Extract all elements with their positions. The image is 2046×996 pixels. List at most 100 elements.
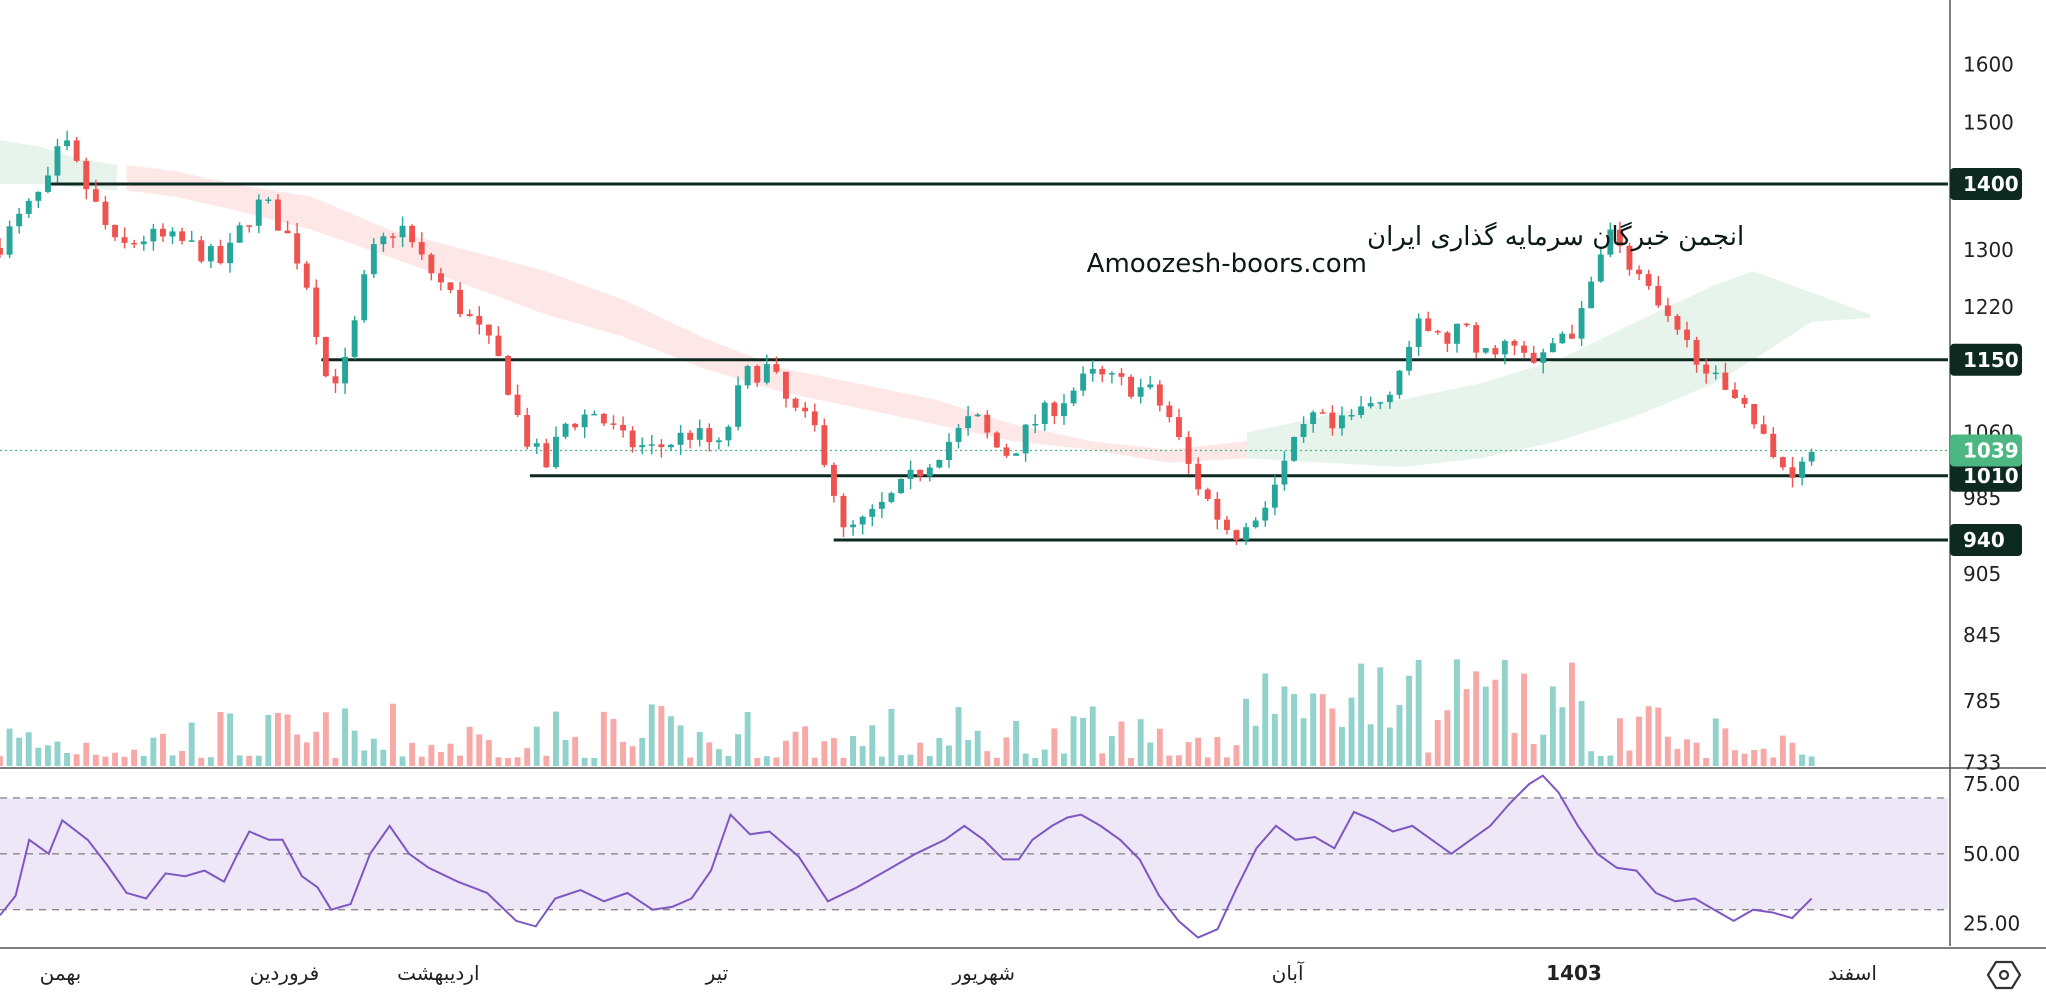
candle-body <box>955 428 962 442</box>
volume-bar <box>1070 716 1077 766</box>
candle-body <box>610 423 617 425</box>
candle-body <box>284 230 291 234</box>
rsi-tick-label: 25.00 <box>1963 912 2020 936</box>
volume-bar <box>1415 659 1422 766</box>
candle-body <box>102 201 109 225</box>
candle-body <box>54 146 61 176</box>
candle-body <box>878 501 885 509</box>
candle-body <box>993 432 1000 448</box>
volume-bar <box>1300 718 1307 766</box>
volume-bar <box>370 738 377 766</box>
candle-body <box>1195 463 1202 490</box>
candle-body <box>1262 507 1269 521</box>
volume-bar <box>572 736 579 766</box>
volume-bar <box>744 712 751 766</box>
time-tick-label: اسفند <box>1828 961 1877 985</box>
volume-bar <box>1655 707 1662 766</box>
volume-bar <box>974 730 981 766</box>
watermark: انجمن خبرگان سرمایه گذاری ایران Amoozesh… <box>1087 221 1745 279</box>
candle-body <box>140 241 147 245</box>
volume-bar <box>1530 744 1537 766</box>
settings-icon[interactable] <box>1986 960 2022 990</box>
volume-bar <box>1674 748 1681 766</box>
price-tick-label: 1300 <box>1963 238 2014 262</box>
watermark-line2: Amoozesh-boors.com <box>1087 249 1367 279</box>
candle-body <box>907 469 914 479</box>
candle-body <box>1549 343 1556 353</box>
candle-body <box>1089 368 1096 374</box>
volume-bar <box>207 757 214 766</box>
candle-body <box>1482 348 1489 353</box>
volume-bar <box>1214 737 1221 766</box>
candle-body <box>1434 331 1441 333</box>
volume-bar <box>83 742 90 766</box>
level-price-label: 1010 <box>1963 464 2019 488</box>
volume-bar <box>1549 686 1556 766</box>
candle-body <box>227 242 233 264</box>
candle-body <box>1415 318 1422 347</box>
candle-body <box>543 443 550 468</box>
volume-bar <box>783 740 789 766</box>
candle-body <box>322 337 329 377</box>
volume-bar <box>715 749 722 766</box>
candle-body <box>1530 352 1537 363</box>
candle-body <box>811 411 818 426</box>
candle-body <box>1463 323 1470 326</box>
candle-body <box>1559 333 1566 344</box>
time-tick-label: شهریور <box>951 961 1015 985</box>
volume-bar <box>591 758 598 766</box>
volume-bar <box>1367 724 1374 766</box>
volume-bar <box>543 755 550 766</box>
candle-body <box>1396 370 1403 395</box>
candle-body <box>1128 376 1134 397</box>
time-tick-label: آبان <box>1272 960 1305 985</box>
volume-bar <box>332 758 339 766</box>
volume-bar <box>265 715 272 766</box>
candle-body <box>1712 372 1719 375</box>
volume-bar <box>1041 749 1048 766</box>
candle-body <box>1147 384 1154 388</box>
volume-bar <box>581 757 588 766</box>
volume-bar <box>45 745 51 766</box>
volume-bar <box>1137 719 1144 766</box>
volume-bar <box>399 756 406 766</box>
volume-bar <box>840 757 847 766</box>
level-price-label: 1150 <box>1963 348 2019 372</box>
volume-bar <box>668 716 674 766</box>
candle-body <box>1061 403 1067 417</box>
candle-body <box>763 364 770 383</box>
candle-body <box>1099 368 1106 375</box>
volume-bar <box>1703 758 1710 766</box>
volume-bar <box>639 737 646 766</box>
time-axis[interactable]: بهمن فروردین اردیبهشت تیر شهریور آبان 1403 اسفن… <box>40 960 1877 985</box>
candle-body <box>1607 229 1614 255</box>
price-tick-label: 905 <box>1963 562 2001 586</box>
candle-body <box>1789 467 1796 478</box>
volume-bar <box>447 743 454 766</box>
volume-bar <box>1492 679 1499 766</box>
volume-bar <box>1617 718 1623 766</box>
candle-body <box>1732 389 1738 398</box>
volume-bar <box>380 749 387 766</box>
volume-bar <box>735 734 741 766</box>
volume-bar <box>1626 750 1633 766</box>
candle-body <box>1760 424 1767 434</box>
price-axis[interactable]: 1600150013001220106098590584578573375.00… <box>0 0 2046 949</box>
volume-bar <box>1291 694 1297 766</box>
candle-body <box>1722 372 1729 390</box>
candle-body <box>735 385 741 427</box>
volume-bar <box>1799 754 1805 766</box>
level-price-label: 940 <box>1963 528 2005 552</box>
volume-bar <box>859 746 866 766</box>
volume-bar <box>648 704 655 766</box>
volume-bar <box>1329 708 1336 766</box>
candle-body <box>783 371 789 399</box>
time-tick-label: 1403 <box>1546 961 1602 985</box>
candle-body <box>1291 437 1297 461</box>
price-tick-label: 733 <box>1963 750 2001 774</box>
candle-body <box>112 225 118 238</box>
volume-bar <box>792 731 799 766</box>
volume-bar <box>907 754 914 766</box>
